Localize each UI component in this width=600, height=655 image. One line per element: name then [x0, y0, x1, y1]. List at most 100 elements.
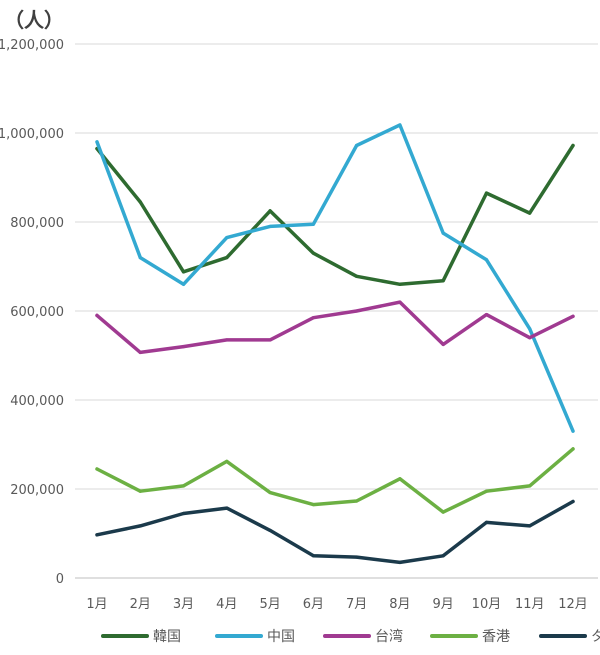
data-point — [398, 477, 402, 481]
x-tick-label: 2月 — [130, 597, 151, 612]
data-point — [528, 327, 532, 331]
data-point — [441, 231, 445, 235]
legend-label: 香港 — [482, 629, 510, 645]
data-point — [181, 511, 186, 516]
x-tick-label: 8月 — [389, 597, 410, 612]
legend-label: 台湾 — [375, 628, 403, 645]
data-point — [355, 143, 359, 148]
y-tick-label: 200,000 — [10, 483, 64, 498]
legend-label: 中国 — [267, 629, 295, 645]
data-point — [398, 300, 402, 304]
data-point — [398, 123, 402, 127]
data-point — [95, 140, 99, 144]
legend-label: タイ — [591, 629, 600, 645]
data-point — [181, 282, 186, 286]
data-point — [138, 200, 142, 204]
data-point — [528, 484, 532, 488]
legend-item: 台湾 — [323, 628, 403, 645]
data-point — [181, 484, 186, 488]
data-point — [268, 338, 272, 342]
data-point — [225, 459, 229, 464]
data-point — [571, 499, 575, 504]
x-tick-label: 7月 — [346, 597, 367, 612]
data-point — [311, 502, 315, 507]
y-tick-label: 600,000 — [10, 305, 64, 320]
x-axis-ticks: 1月 2月 3月 4月 5月 6月 7月 8月 9月 10月 11月 12月 — [86, 597, 587, 612]
data-point — [441, 554, 445, 558]
x-tick-label: 12月 — [558, 597, 588, 612]
x-tick-label: 10月 — [472, 597, 502, 612]
data-point — [225, 256, 229, 260]
y-tick-label: 400,000 — [10, 394, 64, 409]
y-axis-ticks: 0 200,000 400,000 600,000 800,000 1,000,000 1,… — [0, 38, 64, 587]
series-2 — [95, 123, 575, 433]
data-point — [138, 489, 142, 493]
data-point — [355, 309, 359, 313]
data-point — [95, 533, 99, 537]
data-point — [571, 429, 575, 433]
data-point — [441, 510, 445, 514]
data-point — [268, 224, 272, 229]
data-point — [398, 282, 402, 286]
data-point — [311, 222, 315, 226]
data-point — [398, 560, 402, 565]
data-point — [484, 258, 489, 262]
series-line — [95, 143, 575, 287]
x-tick-label: 3月 — [173, 597, 194, 612]
data-point — [95, 467, 99, 471]
data-point — [571, 447, 575, 451]
x-tick-label: 9月 — [433, 597, 454, 612]
series-line — [95, 123, 575, 433]
data-point — [528, 524, 532, 528]
data-point — [355, 555, 359, 559]
data-point — [571, 143, 575, 148]
data-point — [138, 524, 142, 528]
data-point — [311, 316, 315, 320]
data-point — [484, 489, 489, 493]
data-point — [484, 191, 489, 195]
series-1 — [95, 143, 575, 287]
data-point — [225, 338, 229, 342]
data-point — [528, 211, 532, 215]
data-point — [225, 235, 229, 240]
series-3 — [95, 300, 575, 355]
series-line — [95, 300, 575, 355]
y-tick-label: 0 — [56, 572, 64, 587]
data-point — [268, 528, 272, 532]
x-tick-label: 11月 — [515, 597, 545, 612]
data-point — [441, 342, 445, 346]
legend-item: 中国 — [215, 629, 295, 645]
data-point — [138, 256, 142, 260]
data-point — [181, 270, 186, 274]
legend: 韓国 中国 台湾 香港 タイ — [101, 628, 600, 645]
legend-item: タイ — [539, 629, 600, 645]
data-point — [484, 520, 489, 524]
legend-label: 韓国 — [153, 629, 181, 645]
series-line — [95, 499, 575, 565]
data-point — [268, 490, 272, 495]
y-tick-label: 1,000,000 — [0, 127, 64, 142]
legend-item: 韓国 — [101, 629, 181, 645]
series-line — [95, 447, 575, 514]
x-tick-label: 6月 — [303, 597, 324, 612]
series-5 — [95, 499, 575, 565]
x-tick-label: 4月 — [216, 597, 237, 612]
data-point — [528, 336, 532, 340]
data-point — [138, 350, 142, 354]
data-point — [268, 209, 272, 213]
series-lines — [95, 123, 575, 565]
y-tick-label: 800,000 — [10, 216, 64, 231]
data-point — [441, 279, 445, 283]
x-tick-label: 5月 — [259, 597, 280, 612]
data-point — [225, 506, 229, 510]
series-4 — [95, 447, 575, 514]
data-point — [355, 499, 359, 503]
y-tick-label: 1,200,000 — [0, 38, 64, 53]
data-point — [355, 274, 359, 278]
legend-item: 香港 — [430, 629, 510, 645]
unit-label: （人） — [4, 8, 64, 32]
data-point — [311, 251, 315, 255]
data-point — [181, 345, 186, 349]
data-point — [484, 312, 489, 317]
